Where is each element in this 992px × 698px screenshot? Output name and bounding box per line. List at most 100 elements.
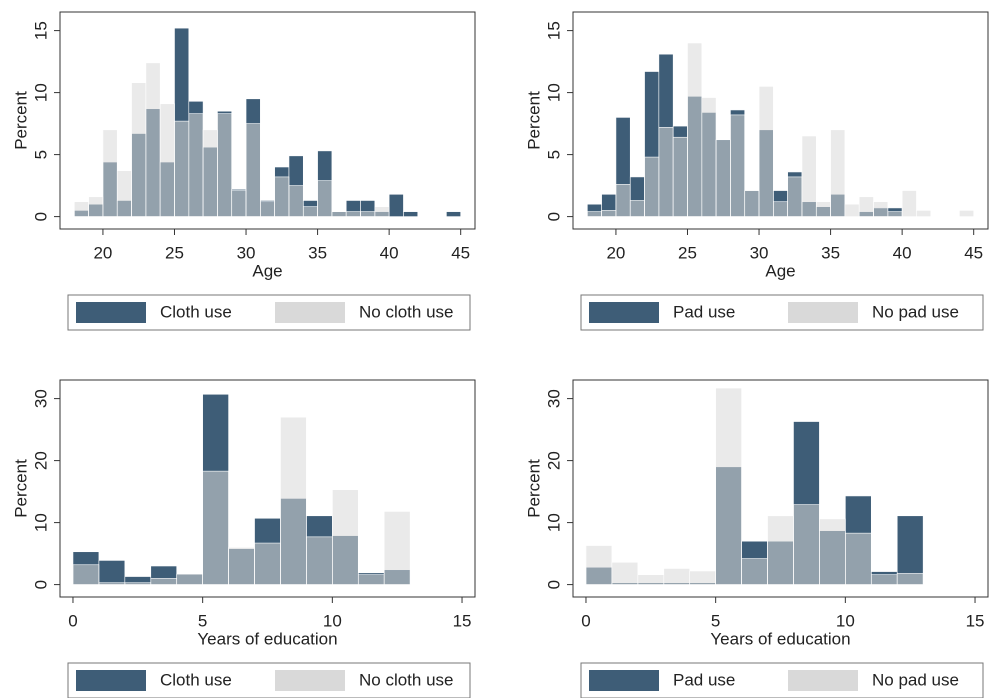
bar bbox=[388, 193, 404, 217]
bar bbox=[672, 136, 688, 217]
x-tick-label: 10 bbox=[323, 611, 342, 630]
plot-frame bbox=[572, 379, 989, 598]
y-tick-label: 30 bbox=[31, 389, 50, 408]
y-tick-label: 0 bbox=[544, 212, 563, 221]
y-tick-label: 10 bbox=[544, 513, 563, 532]
y-tick-label: 0 bbox=[31, 212, 50, 221]
bar bbox=[715, 139, 731, 217]
bar bbox=[357, 574, 385, 585]
legend-label: No cloth use bbox=[359, 302, 454, 321]
bar bbox=[306, 536, 333, 585]
bar bbox=[74, 201, 89, 217]
bar bbox=[741, 558, 768, 585]
bar bbox=[629, 200, 645, 217]
x-tick-label: 5 bbox=[198, 611, 207, 630]
x-axis-label: Years of education bbox=[710, 629, 850, 648]
bar bbox=[887, 211, 903, 217]
legend-label: Cloth use bbox=[160, 670, 232, 689]
y-axis-label: Percent bbox=[11, 459, 30, 518]
bar bbox=[254, 542, 281, 585]
x-tick-label: 20 bbox=[93, 243, 112, 262]
bar bbox=[88, 196, 104, 217]
legend-label: Cloth use bbox=[160, 302, 232, 321]
bar bbox=[274, 176, 290, 217]
plot-frame bbox=[572, 11, 989, 230]
y-tick-label: 30 bbox=[544, 389, 563, 408]
x-tick-label: 30 bbox=[750, 243, 769, 262]
bar bbox=[72, 564, 100, 585]
legend-label: No pad use bbox=[872, 302, 959, 321]
bar bbox=[793, 504, 820, 585]
y-tick-label: 5 bbox=[544, 150, 563, 159]
bar bbox=[332, 489, 359, 585]
bar bbox=[176, 573, 203, 585]
bar bbox=[202, 470, 229, 585]
x-tick-label: 35 bbox=[308, 243, 327, 262]
bar bbox=[98, 560, 126, 585]
x-tick-label: 40 bbox=[380, 243, 399, 262]
bar bbox=[231, 190, 247, 217]
bar bbox=[131, 82, 147, 217]
bar bbox=[202, 129, 218, 217]
bar bbox=[345, 211, 361, 217]
bar bbox=[360, 211, 376, 217]
y-tick-label: 10 bbox=[31, 83, 50, 102]
x-tick-label: 40 bbox=[893, 243, 912, 262]
bar bbox=[663, 568, 691, 585]
legend-swatch bbox=[589, 302, 659, 323]
legend-swatch bbox=[788, 302, 858, 323]
y-tick-label: 20 bbox=[544, 451, 563, 470]
bar bbox=[845, 532, 872, 585]
legend-swatch bbox=[275, 302, 345, 323]
bar bbox=[403, 211, 419, 217]
x-tick-label: 25 bbox=[678, 243, 697, 262]
x-axis-label: Age bbox=[252, 261, 282, 280]
legend-swatch bbox=[275, 670, 345, 691]
bar bbox=[145, 62, 161, 217]
bar bbox=[758, 86, 774, 217]
bar bbox=[896, 515, 924, 585]
bar bbox=[245, 123, 261, 217]
bar bbox=[689, 570, 716, 585]
bar bbox=[830, 129, 846, 217]
bar bbox=[116, 170, 132, 217]
bar bbox=[744, 190, 760, 217]
bar bbox=[896, 573, 924, 585]
x-tick-label: 30 bbox=[237, 243, 256, 262]
bar bbox=[815, 201, 831, 217]
legend-label: Pad use bbox=[673, 302, 735, 321]
y-tick-label: 0 bbox=[31, 580, 50, 589]
bar bbox=[228, 547, 255, 585]
legend-label: Pad use bbox=[673, 670, 735, 689]
bar bbox=[102, 129, 118, 217]
legend-swatch bbox=[76, 302, 146, 323]
y-tick-label: 0 bbox=[544, 580, 563, 589]
y-tick-label: 10 bbox=[31, 513, 50, 532]
bar bbox=[383, 511, 411, 585]
bar bbox=[159, 103, 175, 217]
bar bbox=[124, 582, 152, 585]
x-tick-label: 0 bbox=[68, 611, 77, 630]
y-tick-label: 15 bbox=[544, 21, 563, 40]
bar bbox=[446, 211, 461, 217]
bar bbox=[217, 113, 233, 217]
legend-label: No cloth use bbox=[359, 670, 454, 689]
legend-swatch bbox=[76, 670, 146, 691]
bar bbox=[858, 196, 874, 217]
bar bbox=[280, 416, 307, 585]
bar bbox=[773, 201, 788, 217]
bar bbox=[288, 185, 304, 217]
x-tick-label: 15 bbox=[966, 611, 985, 630]
bar bbox=[585, 545, 613, 585]
bar bbox=[916, 210, 932, 217]
y-tick-label: 10 bbox=[544, 83, 563, 102]
bar bbox=[873, 201, 889, 217]
x-tick-label: 35 bbox=[821, 243, 840, 262]
bar bbox=[787, 176, 803, 217]
x-tick-label: 10 bbox=[836, 611, 855, 630]
bar bbox=[587, 211, 602, 217]
x-tick-label: 15 bbox=[453, 611, 472, 630]
x-tick-label: 45 bbox=[451, 243, 470, 262]
bar bbox=[901, 190, 917, 217]
x-tick-label: 25 bbox=[165, 243, 184, 262]
